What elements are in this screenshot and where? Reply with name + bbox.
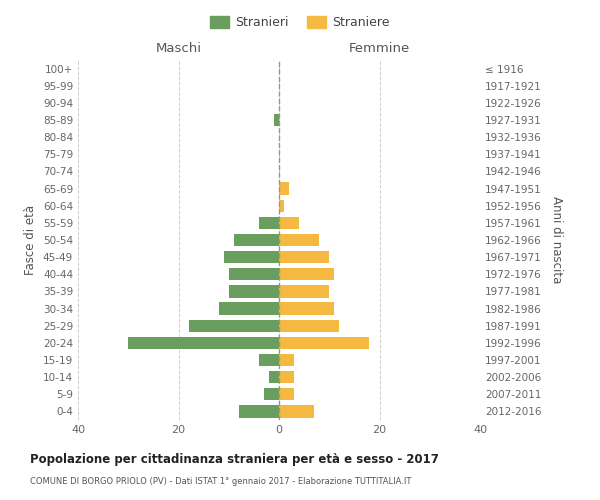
- Bar: [218, 302, 279, 314]
- Bar: [188, 320, 279, 332]
- Bar: [279, 251, 329, 264]
- Text: Popolazione per cittadinanza straniera per età e sesso - 2017: Popolazione per cittadinanza straniera p…: [30, 452, 439, 466]
- Y-axis label: Anni di nascita: Anni di nascita: [550, 196, 563, 284]
- Bar: [224, 251, 279, 264]
- Text: Femmine: Femmine: [349, 42, 410, 55]
- Bar: [264, 388, 279, 400]
- Bar: [279, 388, 294, 400]
- Bar: [128, 336, 279, 349]
- Bar: [269, 371, 279, 384]
- Bar: [279, 268, 334, 280]
- Bar: [279, 320, 340, 332]
- Bar: [234, 234, 279, 246]
- Bar: [279, 371, 294, 384]
- Bar: [279, 200, 284, 212]
- Bar: [279, 354, 294, 366]
- Bar: [274, 114, 279, 126]
- Bar: [279, 234, 319, 246]
- Bar: [279, 406, 314, 417]
- Bar: [229, 286, 279, 298]
- Y-axis label: Fasce di età: Fasce di età: [25, 205, 37, 275]
- Bar: [279, 302, 334, 314]
- Text: Maschi: Maschi: [155, 42, 202, 55]
- Bar: [279, 182, 289, 194]
- Bar: [279, 216, 299, 229]
- Bar: [259, 216, 279, 229]
- Text: COMUNE DI BORGO PRIOLO (PV) - Dati ISTAT 1° gennaio 2017 - Elaborazione TUTTITAL: COMUNE DI BORGO PRIOLO (PV) - Dati ISTAT…: [30, 478, 412, 486]
- Bar: [229, 268, 279, 280]
- Legend: Stranieri, Straniere: Stranieri, Straniere: [205, 11, 395, 34]
- Bar: [279, 336, 370, 349]
- Bar: [239, 406, 279, 417]
- Bar: [279, 286, 329, 298]
- Bar: [259, 354, 279, 366]
